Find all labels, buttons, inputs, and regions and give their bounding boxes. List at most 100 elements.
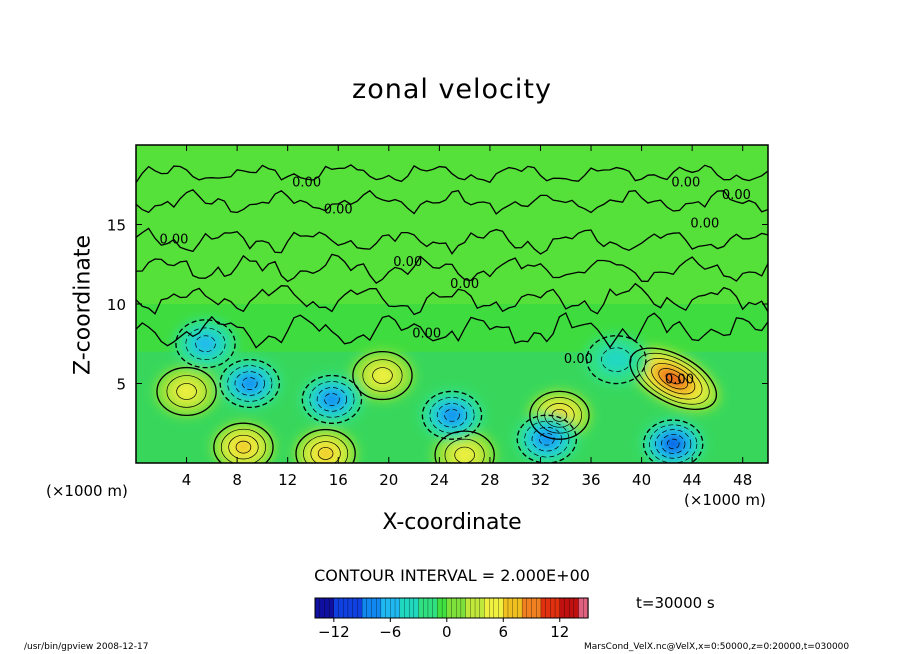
colorbar-cell-38 [493,597,500,619]
chart-title: zonal velocity [352,74,552,105]
contour-min-7-1 [649,424,698,463]
y-tick-label-10: 10 [107,296,126,314]
contour-min-12-2 [195,335,216,353]
contour-min-11-1 [227,365,273,402]
contour-label-6: 0.00 [393,255,422,270]
colorbar-cell-53 [564,597,570,619]
colorbar-cell-36 [484,597,490,619]
colorbar-cell-29 [451,597,457,619]
colorbar-cell-23 [423,597,429,619]
contour-label-10: 0.00 [665,373,694,388]
field-blob-min-12 [194,335,217,353]
time-label: t=30000 s [636,594,715,612]
field-blob-min-11 [241,376,258,391]
zero-contour-2 [136,227,768,255]
contour-label-8: 0.00 [412,326,441,341]
x-unit-label-left: (×1000 m) [46,482,128,500]
colorbar-cell-24 [427,597,434,619]
contour-max-3-0 [295,428,356,463]
contour-min-8-0 [516,414,578,463]
contour-min-10-2 [316,387,348,412]
zero-contour-5 [136,312,768,349]
colorbar-cell-40 [503,597,509,619]
contour-min-7-0 [642,419,704,463]
colorbar-cell-50 [550,597,556,619]
footer-data-source: MarsCond_VelX.nc@VelX,x=0:50000,z=0:2000… [584,642,850,652]
colorbar-cell-30 [456,597,462,619]
colorbar-cell-7 [347,597,354,619]
x-tick-label-4: 4 [182,471,192,489]
colorbar-cell-54 [569,597,575,619]
contour-min-11-2 [234,371,265,396]
field-blob-min-13 [599,346,633,373]
contour-min-12-1 [185,327,226,361]
contour-max-4-2 [228,434,259,460]
contour-lines [136,164,768,463]
x-tick-label-32: 32 [531,471,550,489]
colorbar-cell-13 [376,597,382,619]
colorbar-cell-9 [357,597,363,619]
y-tick-label-5: 5 [116,376,126,394]
contour-interval-label: CONTOUR INTERVAL = 2.000E+00 [314,566,590,585]
contour-label-9: 0.00 [564,352,593,367]
contour-label-0: 0.00 [292,175,321,190]
colorbar-cell-20 [408,597,415,619]
contour-max-6-1 [166,375,207,408]
contour-max-2-1 [362,359,403,392]
colorbar-cell-41 [507,597,514,619]
colorbar-cell-47 [536,597,542,619]
colorbar-cell-37 [489,597,495,619]
field-upper-layer [136,145,768,304]
contour-max-6-2 [176,383,197,400]
contour-min-13-1 [601,347,632,372]
contour-max-3-3 [317,447,334,460]
zero-contour-4 [136,282,768,316]
colorbar-cell-4 [333,597,340,619]
x-tick-label-8: 8 [232,471,242,489]
contour-max-0-3 [651,363,696,395]
contour-min-9-1 [429,397,475,434]
velocity-field [136,145,768,463]
contour-label-4: 0.00 [722,188,751,203]
contour-min-9-2 [436,403,468,428]
contour-max-5-1 [444,438,485,463]
contour-max-0-1 [636,352,710,405]
colorbar-cell-15 [385,597,391,619]
colorbar-cell-43 [517,597,523,619]
colorbar-cell-14 [380,597,387,619]
colorbar-cell-32 [465,597,471,619]
contour-max-3-1 [303,435,349,463]
colorbar-cell-17 [394,597,401,619]
contour-min-8-2 [531,426,562,452]
field-blob-min-7 [666,438,680,450]
contour-max-4-0 [213,422,274,463]
contour-label-5: 0.00 [690,217,719,232]
contour-min-8-1 [524,420,570,458]
field-blob-max-6 [175,382,198,401]
contour-min-7-3 [661,434,686,454]
contour-min-7-4 [666,438,680,450]
colorbar-cell-22 [418,597,424,619]
x-tick-label-44: 44 [683,471,702,489]
colorbar-cell-55 [573,597,580,619]
colorbar-cell-25 [432,597,439,619]
colorbar-cell-31 [460,597,467,619]
colorbar-cell-1 [319,597,326,619]
contour-min-10-1 [309,381,355,418]
colorbar-cell-35 [479,597,486,619]
contour-min-10-3 [324,393,340,406]
x-tick-label-24: 24 [430,471,449,489]
colorbar-cell-26 [437,597,443,619]
colorbar-cell-0 [314,597,321,619]
contour-max-0-5 [665,373,681,385]
zero-contour-3 [136,253,768,284]
x-ticks: 4 8 12 16 20 24 28 32 36 40 44 48 [182,145,752,489]
colorbar-cell-56 [578,597,584,619]
colorbar-frame [314,597,589,619]
contour-min-12-0 [175,319,236,369]
contour-label-7: 0.00 [450,277,479,292]
colorbar-cell-44 [521,597,528,619]
x-tick-label-20: 20 [379,471,398,489]
x-tick-label-40: 40 [632,471,651,489]
